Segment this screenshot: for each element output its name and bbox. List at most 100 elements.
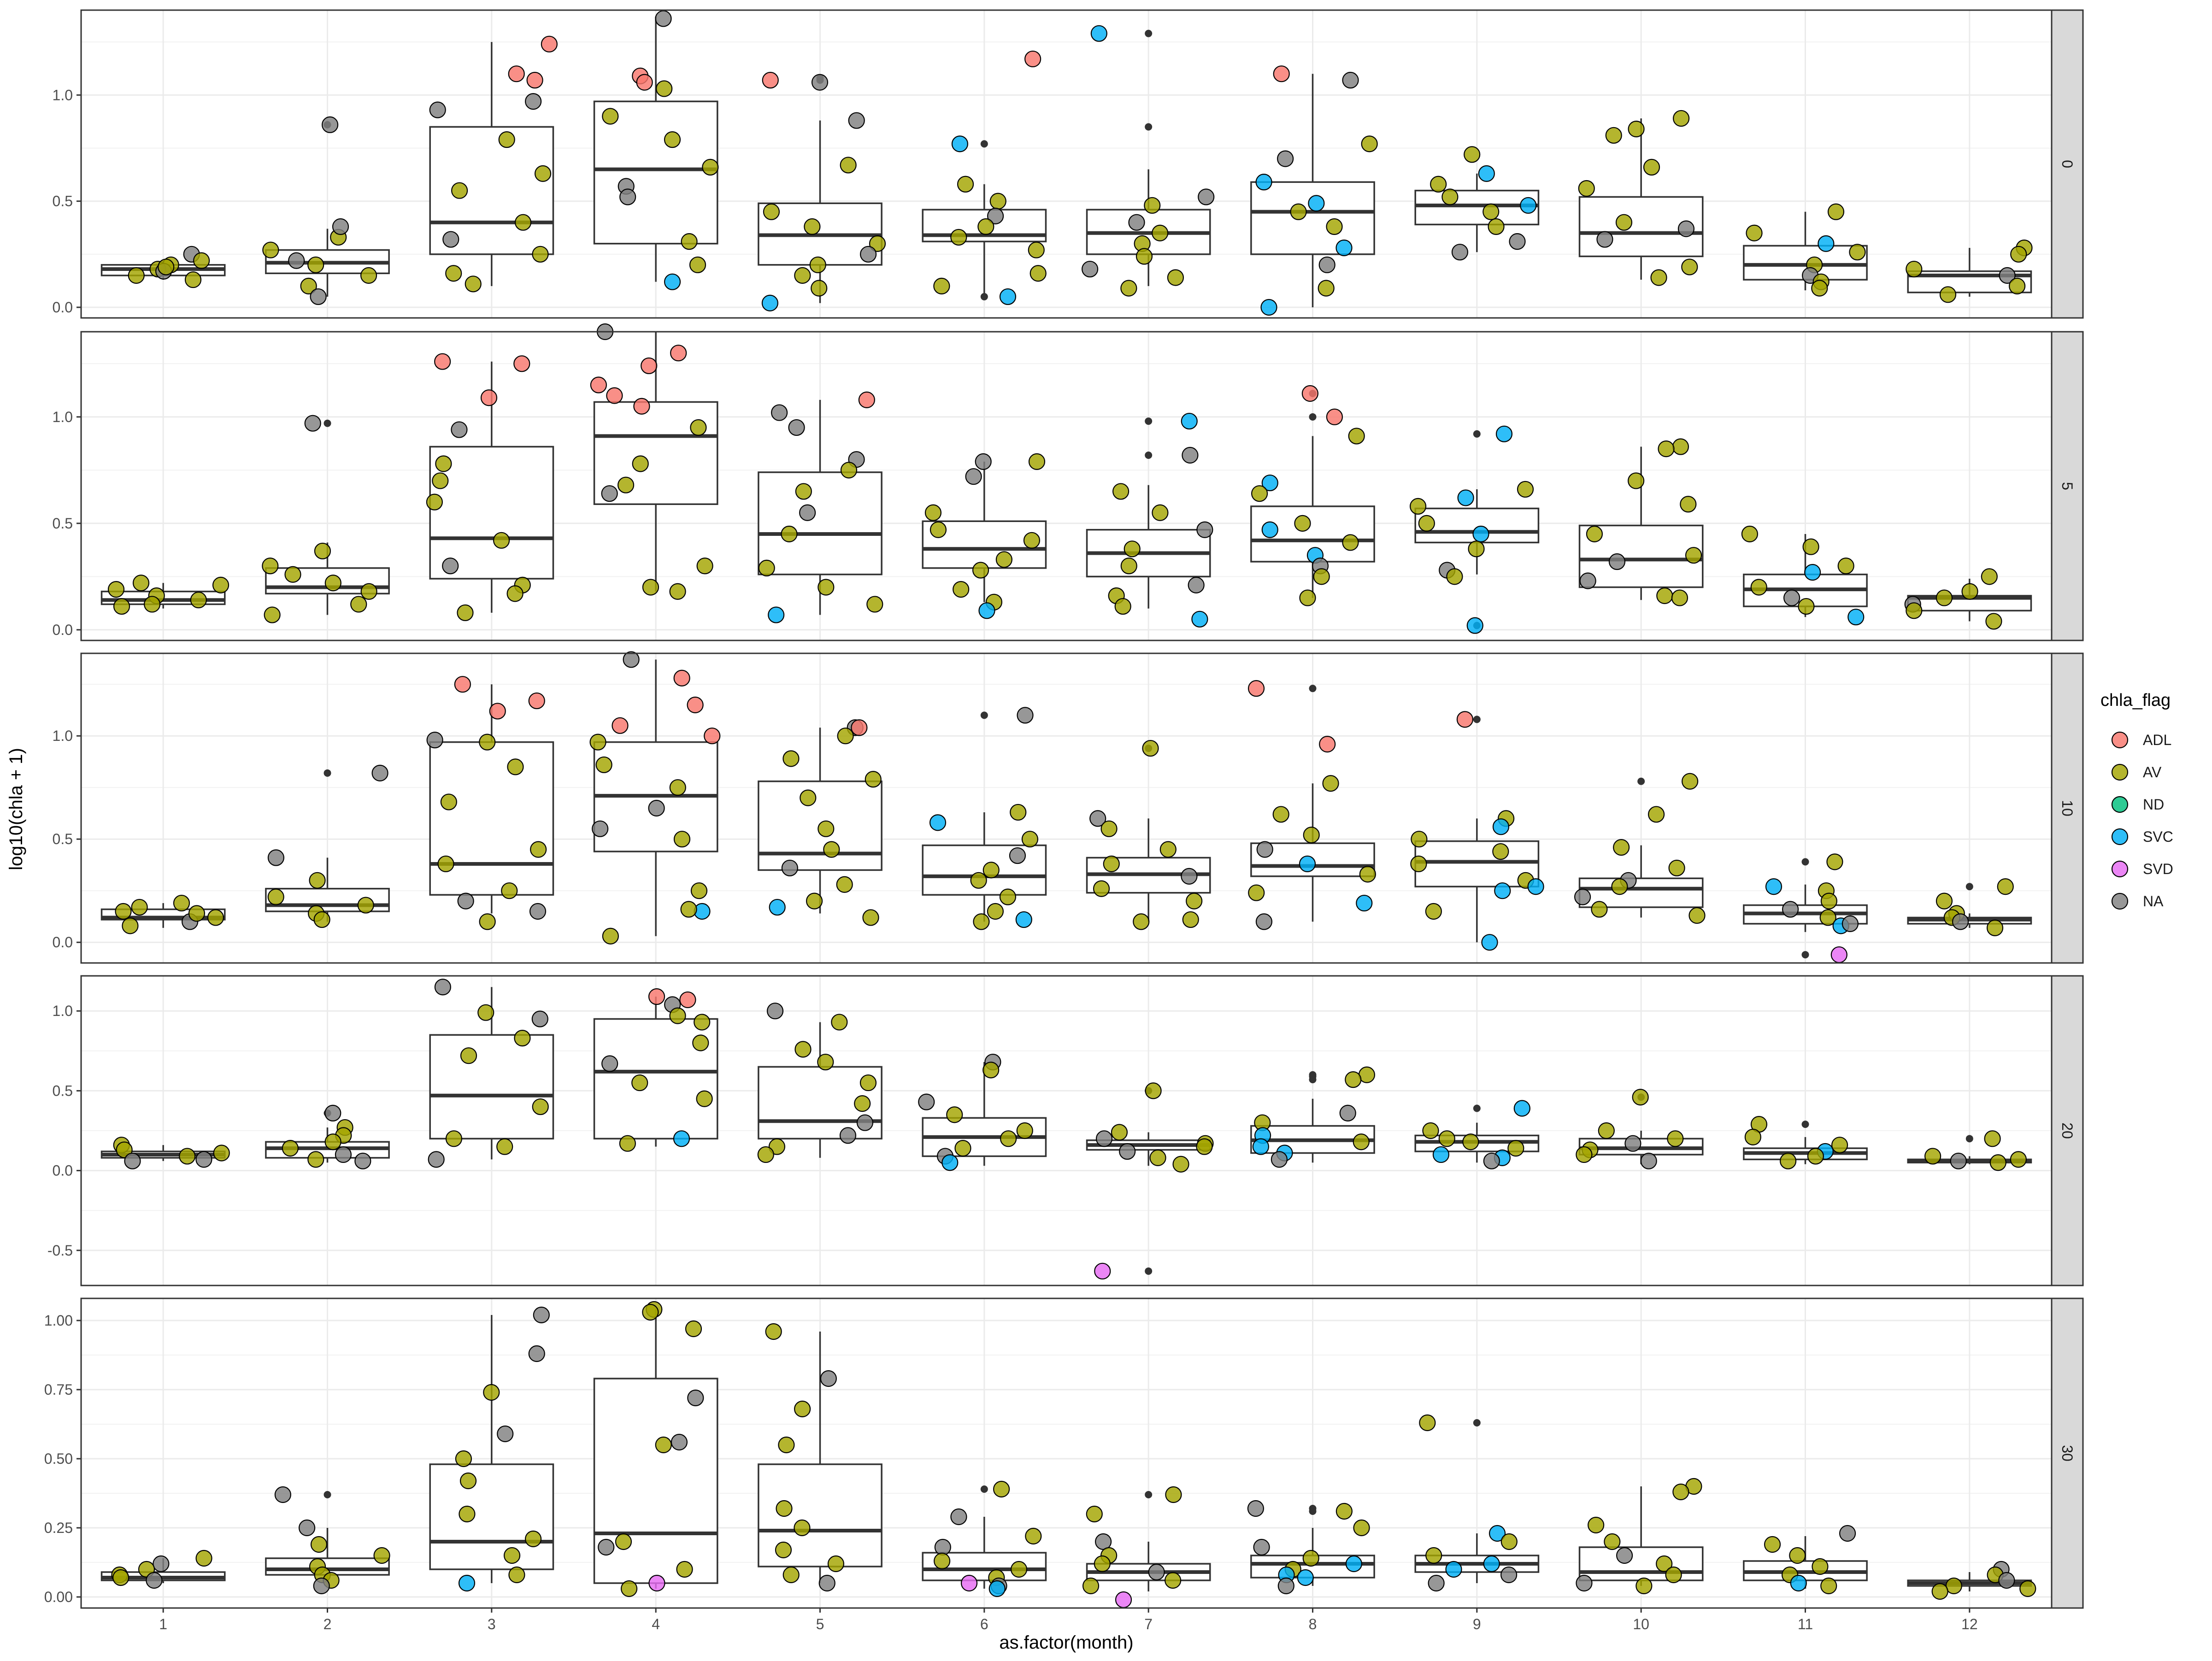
data-point-av bbox=[1348, 428, 1365, 445]
data-point-av bbox=[1299, 589, 1316, 606]
x-tick-label: 11 bbox=[1798, 1616, 1813, 1632]
box-iqr bbox=[1250, 181, 1375, 255]
data-point-av bbox=[1302, 1549, 1319, 1567]
data-point-adl bbox=[528, 692, 545, 710]
data-point-av bbox=[642, 579, 659, 596]
data-point-na bbox=[1950, 1152, 1967, 1169]
data-point-av bbox=[1086, 1505, 1103, 1523]
data-point-av bbox=[360, 583, 377, 600]
data-point-svc bbox=[1356, 894, 1373, 912]
outlier-point bbox=[1145, 1267, 1153, 1275]
data-point-av bbox=[483, 1384, 500, 1401]
data-point-av bbox=[1030, 265, 1047, 282]
data-point-na bbox=[934, 1538, 951, 1556]
data-point-na bbox=[321, 116, 339, 133]
data-point-na bbox=[426, 732, 443, 749]
data-point-av bbox=[680, 901, 697, 918]
data-point-na bbox=[1576, 1574, 1593, 1592]
data-point-av bbox=[631, 1074, 648, 1092]
data-point-na bbox=[839, 1127, 857, 1144]
data-point-av bbox=[953, 581, 970, 598]
data-point-na bbox=[428, 1151, 445, 1168]
data-point-av bbox=[995, 551, 1012, 568]
y-tick-label: 0.5 bbox=[53, 831, 73, 847]
data-point-na bbox=[1483, 1152, 1500, 1169]
data-point-av bbox=[284, 566, 301, 583]
data-point-av bbox=[1764, 1536, 1781, 1553]
data-point-av bbox=[193, 252, 210, 269]
data-point-av bbox=[360, 267, 377, 284]
data-point-av bbox=[1425, 1547, 1442, 1564]
data-point-av bbox=[179, 1148, 196, 1165]
x-tick-label: 9 bbox=[1473, 1616, 1481, 1632]
data-point-av bbox=[188, 905, 206, 922]
data-point-av bbox=[1931, 1583, 1948, 1600]
data-point-av bbox=[854, 1095, 871, 1112]
data-point-av bbox=[534, 165, 552, 182]
data-point-av bbox=[982, 1062, 1000, 1079]
data-point-av bbox=[1290, 203, 1307, 220]
facet-strip-label: 0 bbox=[2059, 160, 2076, 168]
data-point-na bbox=[332, 218, 349, 235]
data-point-av bbox=[1425, 903, 1442, 920]
data-point-svc bbox=[1191, 610, 1208, 628]
data-point-av bbox=[954, 1140, 971, 1157]
outlier-point bbox=[1801, 951, 1809, 959]
data-point-av bbox=[972, 562, 989, 579]
data-point-av bbox=[1124, 540, 1141, 558]
data-point-adl bbox=[1326, 408, 1343, 425]
data-point-av bbox=[1650, 269, 1667, 286]
boxplot-month-9 bbox=[1414, 173, 1540, 252]
data-point-av bbox=[1418, 515, 1435, 532]
facet-strip bbox=[2051, 1297, 2084, 1609]
data-point-av bbox=[1628, 120, 1645, 138]
data-point-adl bbox=[679, 991, 696, 1009]
data-point-av bbox=[692, 1034, 709, 1051]
data-point-svc bbox=[1494, 882, 1511, 899]
data-point-av bbox=[445, 265, 462, 282]
data-point-av bbox=[1410, 855, 1427, 873]
data-point-av bbox=[1010, 804, 1027, 821]
data-point-av bbox=[2009, 277, 2026, 294]
data-point-av bbox=[1145, 1082, 1162, 1099]
data-point-av bbox=[530, 841, 547, 858]
data-point-svd bbox=[960, 1574, 978, 1592]
data-point-av bbox=[795, 483, 812, 500]
data-point-na bbox=[1624, 1135, 1641, 1152]
data-point-av bbox=[970, 872, 987, 889]
data-point-na bbox=[859, 246, 877, 263]
data-point-av bbox=[262, 558, 279, 575]
data-point-av bbox=[946, 1106, 963, 1123]
data-point-av bbox=[479, 734, 496, 751]
outlier-point bbox=[1145, 29, 1153, 37]
facet-strip bbox=[2051, 975, 2084, 1286]
data-point-av bbox=[837, 728, 854, 745]
data-point-av bbox=[1149, 1149, 1166, 1166]
data-point-svd bbox=[1830, 946, 1847, 963]
data-point-av bbox=[1849, 244, 1866, 261]
data-point-svc bbox=[1297, 1569, 1314, 1586]
data-point-na bbox=[288, 252, 305, 269]
data-point-svc bbox=[1299, 855, 1316, 873]
data-point-av bbox=[1997, 878, 2014, 895]
data-point-av bbox=[818, 579, 835, 596]
data-point-av bbox=[1500, 1533, 1518, 1550]
data-point-svc bbox=[1488, 1525, 1506, 1542]
data-point-av bbox=[507, 758, 524, 775]
data-point-av bbox=[1093, 880, 1110, 897]
data-point-av bbox=[313, 911, 330, 928]
data-point-av bbox=[426, 493, 443, 511]
x-axis: 1 2 3 4 5 6 7 8 9 10 11 12 bbox=[159, 1608, 1978, 1632]
data-point-av bbox=[1353, 1519, 1370, 1537]
data-point-av bbox=[514, 1029, 531, 1047]
data-point-na bbox=[298, 1519, 316, 1537]
x-tick-label: 5 bbox=[816, 1616, 824, 1632]
data-point-av bbox=[1468, 540, 1485, 558]
data-point-na bbox=[1196, 521, 1213, 538]
data-point-av bbox=[982, 862, 1000, 879]
data-point-na bbox=[619, 188, 636, 205]
data-point-av bbox=[1492, 843, 1509, 860]
data-point-av bbox=[1251, 485, 1268, 502]
data-point-av bbox=[1671, 589, 1688, 606]
